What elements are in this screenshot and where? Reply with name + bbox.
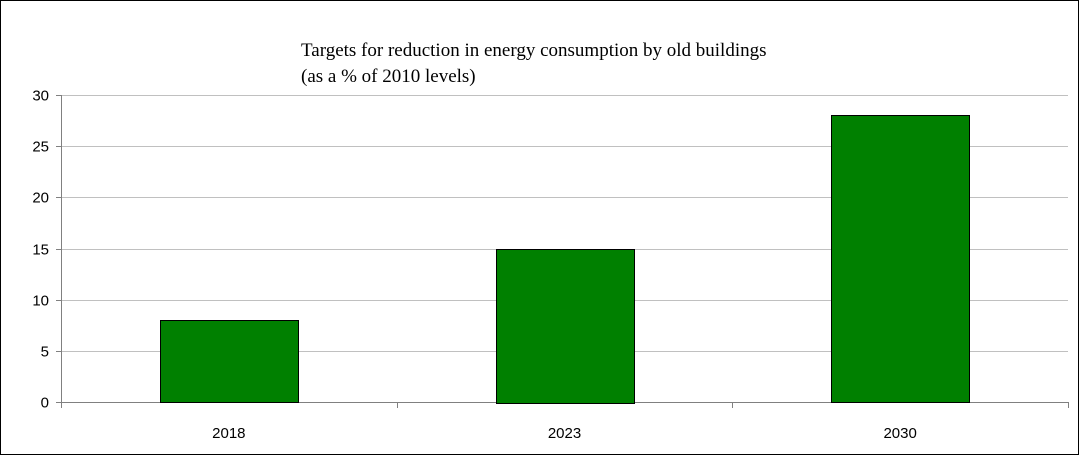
chart-title: Targets for reduction in energy consumpt… [301, 40, 767, 61]
y-tick-label-15: 15 [32, 242, 49, 259]
bar-2018 [160, 320, 299, 403]
x-tick-label-2030: 2030 [883, 425, 916, 442]
x-tick-label-2023: 2023 [548, 425, 581, 442]
bar-2023 [496, 249, 635, 404]
y-tick-label-5: 5 [41, 344, 49, 361]
bars [160, 115, 970, 404]
y-tick-label-30: 30 [32, 88, 49, 105]
y-tick-label-0: 0 [41, 395, 49, 412]
x-tick-label-2018: 2018 [212, 425, 245, 442]
tick-labels: 0 5 10 15 20 25 30 2018 2023 2030 [32, 88, 917, 443]
y-tick-label-25: 25 [32, 139, 49, 156]
bar-2030 [831, 115, 970, 403]
y-tick-label-10: 10 [32, 293, 49, 310]
y-tick-label-20: 20 [32, 190, 49, 207]
chart-subtitle: (as a % of 2010 levels) [301, 66, 476, 87]
